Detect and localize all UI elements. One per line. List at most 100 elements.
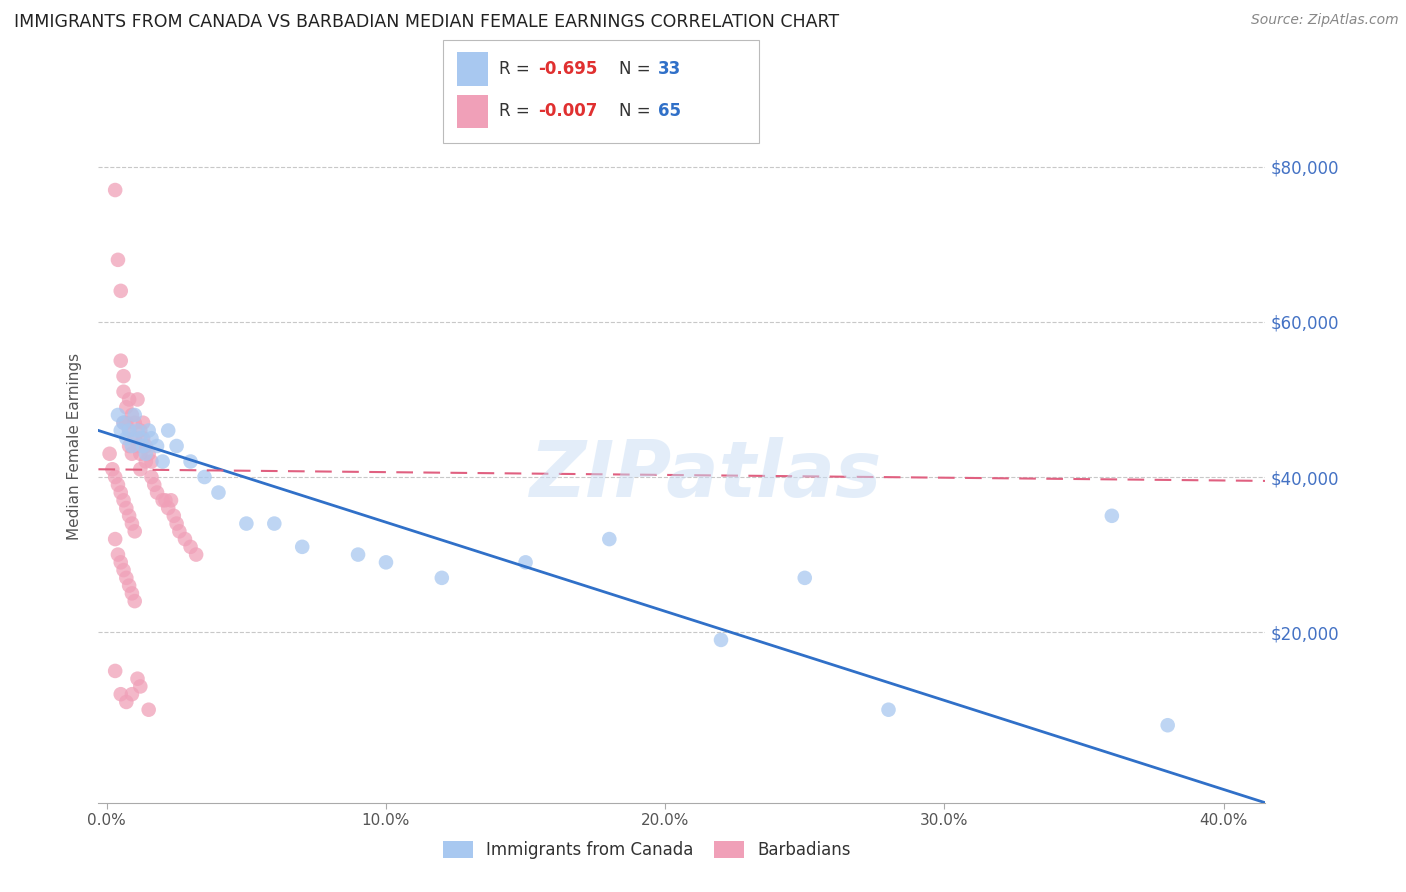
Point	[180, 540, 202, 554]
Point	[112, 563, 135, 577]
Text: R =: R =	[499, 103, 536, 120]
Point	[124, 524, 146, 539]
Point	[163, 508, 186, 523]
Point	[118, 579, 141, 593]
Point	[174, 532, 197, 546]
Point	[112, 384, 135, 399]
Point	[121, 439, 143, 453]
Point	[793, 571, 815, 585]
Point	[180, 454, 202, 468]
Point	[110, 424, 132, 438]
Point	[138, 703, 160, 717]
Point	[347, 548, 370, 562]
Point	[124, 408, 146, 422]
Point	[129, 431, 152, 445]
Point	[121, 586, 143, 600]
Point	[115, 416, 138, 430]
Point	[193, 470, 215, 484]
Point	[235, 516, 257, 531]
Point	[129, 462, 152, 476]
Point	[157, 501, 180, 516]
Text: ZIPatlas: ZIPatlas	[529, 436, 882, 513]
Point	[146, 439, 169, 453]
Point	[127, 672, 149, 686]
Point	[375, 555, 398, 569]
Point	[138, 447, 160, 461]
Point	[110, 687, 132, 701]
Point	[263, 516, 285, 531]
Text: N =: N =	[619, 103, 655, 120]
Text: 65: 65	[658, 103, 681, 120]
Point	[1157, 718, 1180, 732]
Point	[121, 408, 143, 422]
Point	[207, 485, 229, 500]
Point	[124, 416, 146, 430]
Point	[118, 392, 141, 407]
Point	[104, 183, 127, 197]
Text: R =: R =	[499, 60, 536, 78]
Point	[118, 508, 141, 523]
Point	[110, 485, 132, 500]
Point	[141, 431, 163, 445]
Text: Source: ZipAtlas.com: Source: ZipAtlas.com	[1251, 13, 1399, 28]
Point	[135, 454, 157, 468]
Point	[110, 284, 132, 298]
Point	[121, 516, 143, 531]
Point	[115, 501, 138, 516]
Point	[112, 416, 135, 430]
Point	[169, 524, 191, 539]
Point	[107, 408, 129, 422]
Point	[115, 431, 138, 445]
Point	[132, 439, 155, 453]
Point	[104, 664, 127, 678]
Point	[141, 470, 163, 484]
Point	[101, 462, 124, 476]
Point	[598, 532, 620, 546]
Point	[118, 424, 141, 438]
Point	[160, 493, 183, 508]
Point	[107, 477, 129, 491]
Point	[124, 431, 146, 445]
Point	[152, 493, 174, 508]
Point	[115, 571, 138, 585]
Point	[121, 447, 143, 461]
Point	[135, 447, 157, 461]
Text: IMMIGRANTS FROM CANADA VS BARBADIAN MEDIAN FEMALE EARNINGS CORRELATION CHART: IMMIGRANTS FROM CANADA VS BARBADIAN MEDI…	[14, 13, 839, 31]
Point	[127, 424, 149, 438]
Text: -0.007: -0.007	[538, 103, 598, 120]
Text: -0.695: -0.695	[538, 60, 598, 78]
Text: N =: N =	[619, 60, 655, 78]
Point	[115, 401, 138, 415]
Point	[166, 439, 188, 453]
Point	[146, 485, 169, 500]
Point	[129, 680, 152, 694]
Point	[127, 392, 149, 407]
Y-axis label: Median Female Earnings: Median Female Earnings	[67, 352, 83, 540]
Point	[166, 516, 188, 531]
Point	[98, 447, 121, 461]
Point	[110, 555, 132, 569]
Point	[121, 687, 143, 701]
Legend: Immigrants from Canada, Barbadians: Immigrants from Canada, Barbadians	[436, 834, 858, 866]
Point	[107, 548, 129, 562]
Point	[152, 454, 174, 468]
Point	[877, 703, 900, 717]
Point	[104, 532, 127, 546]
Point	[184, 548, 207, 562]
Point	[112, 493, 135, 508]
Text: 33: 33	[658, 60, 682, 78]
Point	[124, 594, 146, 608]
Point	[115, 695, 138, 709]
Point	[143, 477, 166, 491]
Point	[132, 416, 155, 430]
Point	[291, 540, 314, 554]
Point	[112, 369, 135, 384]
Point	[112, 416, 135, 430]
Point	[155, 493, 177, 508]
Point	[127, 439, 149, 453]
Point	[110, 353, 132, 368]
Point	[141, 454, 163, 468]
Point	[129, 447, 152, 461]
Point	[710, 632, 733, 647]
Point	[118, 439, 141, 453]
